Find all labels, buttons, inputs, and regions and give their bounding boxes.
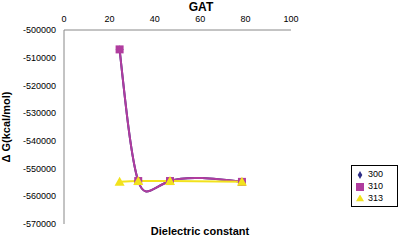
svg-text:Δ G(kcal/mol): Δ G(kcal/mol) — [8, 91, 12, 162]
svg-text:-550000: -550000 — [23, 164, 56, 174]
svg-text:-500000: -500000 — [23, 25, 56, 35]
svg-text:60: 60 — [195, 14, 205, 24]
html-text:300: 300 — [368, 169, 383, 179]
html-text:310: 310 — [368, 181, 383, 191]
svg-text:100: 100 — [283, 14, 298, 24]
svg-text:-560000: -560000 — [23, 191, 56, 201]
html-text:Dielectric constant: Dielectric constant — [150, 225, 250, 237]
html-text:GAT: GAT — [188, 0, 214, 14]
svg-text:-570000: -570000 — [23, 219, 56, 229]
svg-text:20: 20 — [104, 14, 114, 24]
svg-text:-530000: -530000 — [23, 108, 56, 118]
svg-text:0: 0 — [61, 14, 66, 24]
svg-text:-520000: -520000 — [23, 81, 56, 91]
svg-text:-510000: -510000 — [23, 53, 56, 63]
html-text:313: 313 — [368, 193, 383, 203]
svg-text:80: 80 — [241, 14, 251, 24]
svg-text:40: 40 — [150, 14, 160, 24]
svg-text:-540000: -540000 — [23, 136, 56, 146]
